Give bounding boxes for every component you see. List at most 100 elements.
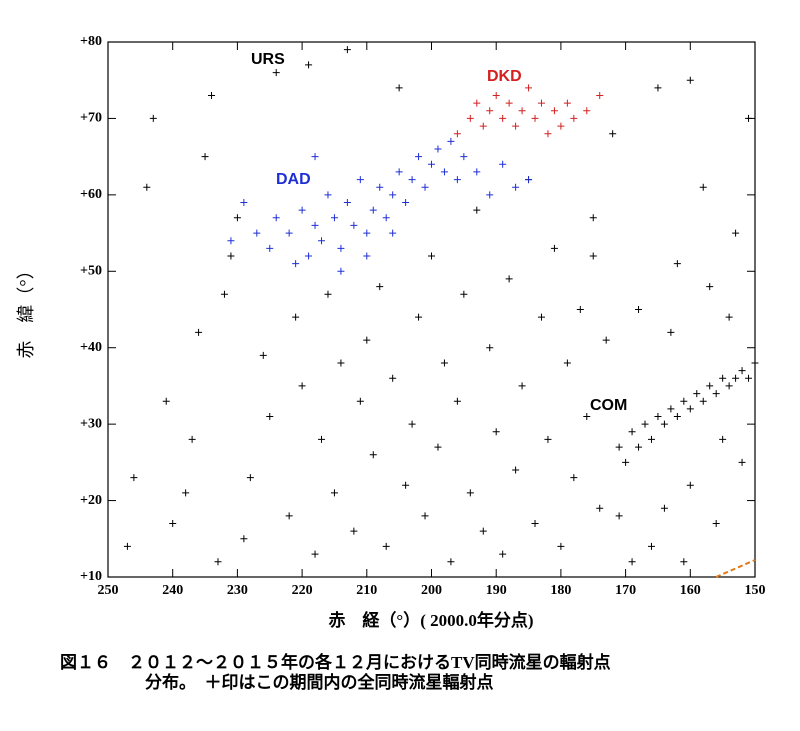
caption: 図１６ ２０１２～２０１５年の各１２月におけるTV同時流星の輻射点 — [60, 652, 611, 672]
point — [318, 237, 326, 245]
point — [499, 550, 507, 558]
point — [195, 328, 203, 336]
point — [220, 290, 228, 298]
point — [376, 183, 384, 191]
point — [563, 359, 571, 367]
point — [292, 260, 300, 268]
point — [363, 229, 371, 237]
point — [699, 183, 707, 191]
point — [272, 214, 280, 222]
point — [233, 214, 241, 222]
point — [673, 413, 681, 420]
point — [337, 359, 345, 367]
point — [466, 114, 474, 122]
point — [531, 520, 539, 527]
x-tick-label: 210 — [356, 583, 377, 598]
point — [240, 199, 248, 206]
point — [596, 504, 604, 512]
point — [628, 428, 636, 436]
point — [667, 405, 675, 413]
caption: 分布。 ＋印はこの期間内の全同時流星輻射点 — [145, 672, 494, 692]
point — [473, 168, 481, 176]
point — [641, 420, 649, 428]
point — [635, 443, 643, 451]
point — [492, 92, 500, 99]
point — [460, 153, 468, 161]
point — [589, 214, 597, 222]
point — [473, 206, 481, 214]
point — [719, 435, 727, 443]
x-tick-label: 170 — [615, 583, 636, 598]
point — [369, 451, 377, 459]
x-tick-label: 250 — [98, 583, 119, 598]
point — [738, 458, 746, 466]
y-tick-label: +30 — [80, 416, 102, 431]
point — [356, 176, 364, 184]
point — [660, 420, 668, 428]
point — [609, 130, 617, 138]
point — [531, 114, 539, 122]
point — [635, 306, 643, 313]
point — [583, 107, 591, 115]
point — [628, 558, 636, 566]
point — [318, 435, 326, 443]
point — [169, 520, 177, 527]
point — [654, 413, 662, 420]
point — [382, 542, 390, 550]
point — [389, 191, 397, 199]
point — [460, 290, 468, 298]
point — [408, 176, 416, 184]
point — [292, 313, 300, 321]
point — [149, 114, 157, 122]
point — [227, 252, 235, 260]
point — [227, 237, 235, 245]
point — [246, 474, 254, 482]
point — [350, 221, 358, 229]
point — [492, 428, 500, 436]
point — [428, 160, 435, 168]
point — [537, 313, 545, 321]
point — [615, 512, 623, 520]
point — [421, 183, 429, 191]
point — [376, 283, 384, 291]
point — [305, 252, 313, 260]
point — [143, 183, 151, 191]
point — [505, 99, 513, 107]
point — [402, 481, 410, 489]
point — [253, 229, 261, 237]
point — [602, 336, 610, 344]
point — [570, 114, 578, 122]
y-tick-label: +20 — [80, 493, 102, 508]
point — [240, 535, 248, 543]
point — [324, 191, 332, 199]
point — [285, 229, 293, 237]
point — [337, 244, 345, 252]
point — [428, 252, 435, 260]
point — [447, 558, 455, 566]
point — [266, 413, 274, 420]
point — [745, 114, 753, 122]
x-tick-label: 240 — [162, 583, 183, 598]
point — [214, 558, 222, 566]
point — [395, 84, 403, 92]
point — [732, 374, 740, 382]
point — [647, 542, 655, 550]
y-tick-label: +60 — [80, 187, 102, 202]
point — [447, 137, 455, 145]
point — [557, 122, 565, 130]
x-tick-label: 150 — [745, 583, 766, 598]
point — [693, 390, 701, 398]
point — [402, 199, 410, 206]
point — [479, 122, 487, 130]
point — [576, 306, 584, 313]
point — [408, 420, 416, 428]
point — [622, 458, 630, 466]
annotation: DKD — [487, 68, 522, 85]
point — [680, 558, 688, 566]
point — [162, 397, 170, 405]
point — [512, 466, 520, 474]
point — [570, 474, 578, 482]
point — [182, 489, 190, 497]
point — [706, 382, 714, 390]
x-axis-label: 赤 経（°）( 2000.0年分点) — [328, 610, 533, 630]
